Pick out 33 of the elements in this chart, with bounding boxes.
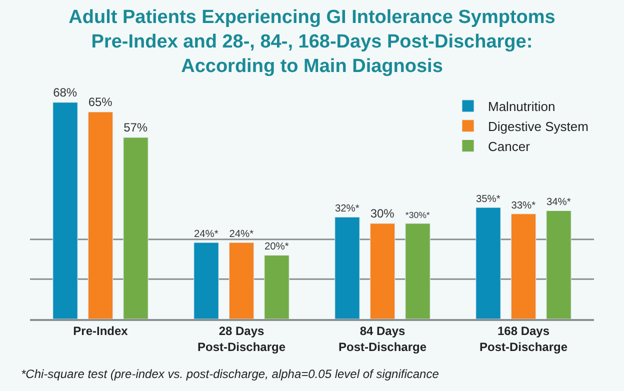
bar — [264, 255, 290, 319]
bar — [334, 216, 360, 319]
legend-label: Digestive System — [488, 118, 588, 134]
legend-label: Malnutrition — [488, 99, 556, 114]
data-label: 65% — [88, 94, 113, 109]
bar — [194, 242, 219, 319]
bar — [546, 210, 572, 319]
data-label: 35%* — [476, 194, 500, 205]
text: *Chi-square test (pre-index vs. post-discharge, alpha=0.05 level of significance — [21, 367, 440, 381]
data-label: 34%* — [546, 197, 571, 208]
data-label: 68% — [53, 85, 78, 100]
legend-label: Cancer — [488, 138, 531, 154]
chart-title: Adult Patients Experiencing GI Intolerance Symptoms Pre-Index and 28-, 84-, 168-Days Post-Discharge: According to Main Diagnosis — [68, 6, 556, 78]
bar — [405, 223, 430, 319]
data-label: 24%* — [194, 229, 218, 240]
x-tick-label: 84 Days Post-Discharge — [338, 324, 427, 354]
bar — [476, 207, 501, 319]
bar — [510, 214, 536, 319]
data-label: 24%* — [229, 229, 254, 240]
x-tick-label: 168 Days Post-Discharge — [479, 324, 568, 354]
bar — [88, 112, 114, 319]
bar — [228, 242, 254, 319]
data-label: 30% — [370, 206, 395, 220]
data-label: 57% — [124, 120, 148, 134]
data-label: 33%* — [511, 200, 536, 212]
bar — [370, 223, 396, 319]
data-label: 32%* — [334, 204, 360, 215]
bar — [52, 102, 78, 319]
data-label: 20%* — [264, 242, 289, 253]
bar — [123, 137, 148, 319]
x-tick-label: Pre-Index — [73, 324, 128, 338]
data-label: *30%* — [405, 210, 430, 220]
x-tick-label: 28 Days Post-Discharge — [197, 324, 286, 354]
